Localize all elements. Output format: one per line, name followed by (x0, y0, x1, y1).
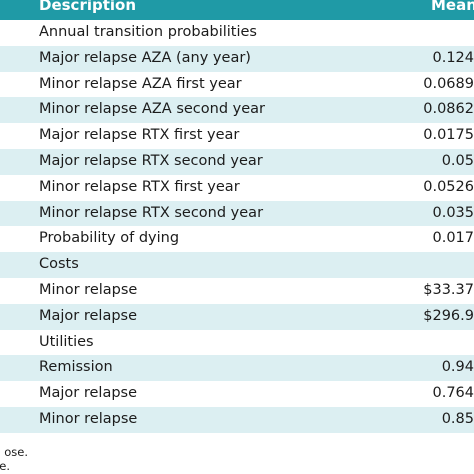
header-description: Description (39, 0, 137, 14)
table-row: Major relapse RTX first year 0.0175 (0, 123, 474, 149)
row-description: Minor relapse (39, 281, 138, 298)
footnote-text-1: ose. (4, 446, 28, 459)
table-header: Description Mean (0, 0, 474, 20)
row-description: Major relapse RTX second year (39, 152, 263, 169)
row-description: Major relapse (39, 307, 138, 324)
row-mean: 0.017 (432, 230, 474, 247)
row-mean: 0.764 (432, 385, 474, 402)
row-description: Costs (39, 256, 79, 273)
header-mean: Mean (431, 0, 474, 14)
row-description: Minor relapse AZA first year (39, 75, 242, 92)
row-mean: $296.9 (423, 307, 474, 324)
footnote-line-1: ose. (0, 446, 28, 460)
row-mean: 0.0175 (423, 127, 474, 144)
row-mean: 0.124 (432, 49, 474, 66)
table-row: Utilities (0, 330, 474, 356)
row-description: Minor relapse RTX second year (39, 204, 264, 221)
row-mean: 0.0526 (423, 178, 474, 195)
table-row: Minor relapse AZA first year 0.0689 (0, 72, 474, 98)
table-row: Minor relapse AZA second year 0.0862 (0, 97, 474, 124)
table-row: Annual transition probabilities (0, 20, 474, 46)
row-description: Minor relapse AZA second year (39, 101, 265, 118)
row-mean: $33.37 (423, 281, 474, 298)
row-mean: 0.035 (432, 204, 474, 221)
row-mean: 0.0689 (423, 75, 474, 92)
row-mean: 0.05 (441, 152, 474, 169)
table-row: Minor relapse 0.85 (0, 406, 474, 433)
footnote-line-2: e. (0, 460, 10, 474)
row-mean: 0.85 (441, 410, 474, 427)
table-row: Major relapse 0.764 (0, 381, 474, 407)
row-description: Probability of dying (39, 230, 180, 247)
table-footnotes: ose. e. (0, 446, 474, 474)
row-description: Major relapse (39, 385, 138, 402)
table-row: Minor relapse $33.37 (0, 278, 474, 304)
table-row: Major relapse AZA (any year) 0.124 (0, 45, 474, 72)
table-row: Major relapse $296.9 (0, 303, 474, 330)
parameter-table: Description Mean Annual transition proba… (0, 0, 474, 433)
footnote-text-2: e. (0, 460, 10, 473)
table-row: Minor relapse RTX second year 0.035 (0, 200, 474, 227)
row-description: Major relapse AZA (any year) (39, 49, 251, 66)
table-row: Minor relapse RTX first year 0.0526 (0, 175, 474, 201)
row-description: Remission (39, 359, 113, 376)
table-row: Costs (0, 252, 474, 278)
row-description: Major relapse RTX first year (39, 127, 240, 144)
row-mean: 0.0862 (423, 101, 474, 118)
table-row: Major relapse RTX second year 0.05 (0, 148, 474, 175)
row-mean: 0.94 (441, 359, 474, 376)
row-description: Utilities (39, 333, 94, 350)
table-row: Probability of dying 0.017 (0, 226, 474, 252)
row-description: Annual transition probabilities (39, 24, 257, 40)
table-row: Remission 0.94 (0, 355, 474, 382)
row-description: Minor relapse (39, 410, 138, 427)
row-description: Minor relapse RTX first year (39, 178, 240, 195)
